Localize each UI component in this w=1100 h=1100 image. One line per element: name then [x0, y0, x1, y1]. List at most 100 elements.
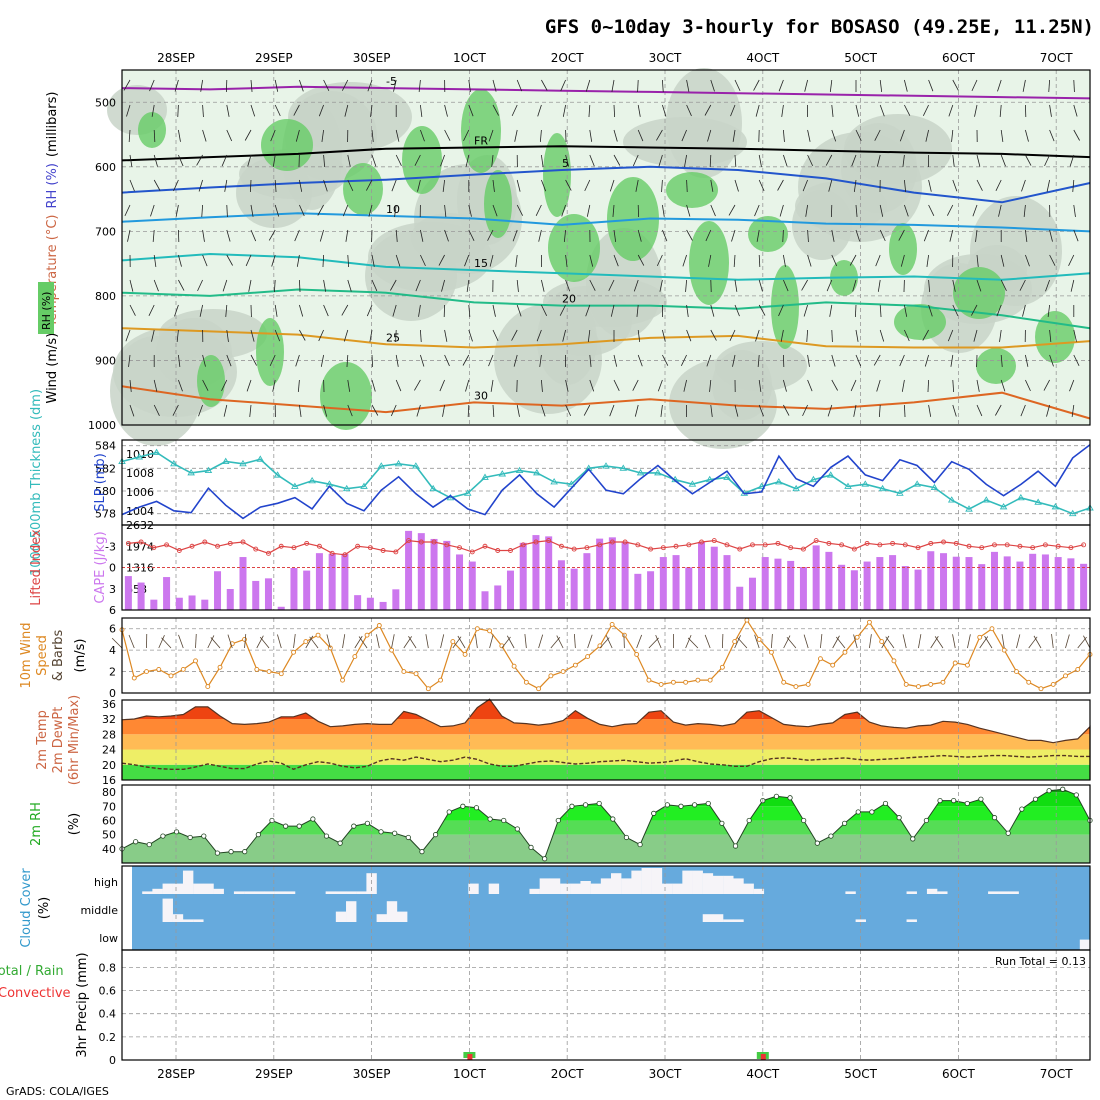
- rh-point: [323, 833, 330, 839]
- wind-speed-point: [1014, 669, 1019, 675]
- thickness-point: [515, 466, 524, 474]
- upper-wind-barb: [129, 279, 134, 292]
- wind-speed-point: [413, 671, 419, 677]
- upper-wind-barb: [807, 354, 810, 367]
- upper-wind-barb: [153, 154, 158, 167]
- rh-point: [637, 841, 643, 848]
- upper-wind-barb: [367, 79, 373, 92]
- rh-point: [869, 809, 875, 815]
- upper-wind-barb: [1022, 79, 1026, 92]
- wind-barb: [984, 635, 993, 649]
- wind-barb: [111, 637, 123, 649]
- upper-wind-barb: [854, 304, 857, 318]
- rh-ylabel: 2m RH: [29, 802, 44, 846]
- wind-barb: [358, 636, 368, 649]
- upper-wind-barb: [904, 304, 908, 317]
- precip-ytick-label: 0.8: [99, 961, 117, 974]
- upper-wind-barb: [559, 304, 566, 316]
- cape-bar: [583, 553, 591, 610]
- cape-bar: [978, 564, 986, 610]
- upper-wind-barb: [976, 254, 979, 267]
- cape-bar: [188, 595, 196, 610]
- upper-wind-barb: [565, 254, 568, 267]
- rh-point: [255, 832, 261, 838]
- rh-point: [1019, 806, 1025, 812]
- upper-wind-barb: [536, 329, 542, 342]
- upper-wind-barb: [976, 154, 981, 167]
- upper-wind-barb: [270, 129, 276, 142]
- upper-wind-barb: [1020, 404, 1026, 417]
- thickness-point: [550, 478, 558, 485]
- cape-bar: [150, 599, 158, 610]
- temp-frame: [121, 699, 1091, 781]
- upper-wind-barb: [294, 229, 300, 242]
- upper-wind-barb: [855, 354, 862, 367]
- lifted-index-point: [431, 539, 437, 545]
- upper-wind-barb: [323, 279, 327, 292]
- upper-wind-barb: [371, 279, 378, 292]
- upper-wind-barb: [732, 354, 736, 367]
- wind-speed-point: [1038, 686, 1044, 692]
- lifted-index-point: [215, 543, 220, 549]
- upper-ytick-label: 600: [95, 161, 116, 174]
- lifted-index-point: [979, 545, 985, 551]
- thickness-point: [844, 482, 852, 489]
- precip-ylabel-convective: Convective: [0, 986, 71, 1001]
- cloud-cover-bar: [396, 911, 408, 922]
- wind-speed-point: [193, 658, 198, 664]
- upper-wind-barb: [999, 104, 1002, 117]
- wind-barb: [326, 634, 331, 649]
- upper-wind-barb: [562, 104, 566, 117]
- cape-bar: [226, 589, 234, 610]
- upper-wind-barb: [927, 379, 929, 393]
- lifted-index-point: [597, 542, 603, 548]
- upper-wind-barb: [152, 229, 155, 242]
- upper-wind-barb: [468, 229, 475, 241]
- precip-frame: [121, 949, 1091, 1061]
- upper-wind-barb: [1047, 304, 1050, 317]
- upper-wind-barb: [589, 154, 595, 167]
- rh-point: [473, 805, 480, 811]
- rh-frame: [121, 784, 1091, 864]
- upper-wind-barb: [783, 404, 790, 416]
- thickness-point: [930, 483, 939, 491]
- upper-wind-barb: [371, 354, 374, 368]
- cloud-cover-bar: [692, 870, 703, 894]
- rh-point: [610, 816, 616, 822]
- cape-bar: [965, 557, 973, 610]
- upper-wind-barb: [488, 129, 494, 142]
- wind-ylabel-units: (m/s): [73, 639, 88, 673]
- upper-wind-barb: [849, 254, 857, 266]
- cloud-cover-bar: [468, 883, 479, 894]
- upper-wind-barb: [347, 254, 350, 267]
- footer-credit: GrADS: COLA/IGES: [6, 1085, 109, 1098]
- lifted-index-point: [558, 543, 564, 549]
- upper-wind-barb: [125, 329, 131, 342]
- cape-bar: [494, 585, 502, 610]
- thickness-point: [152, 448, 161, 455]
- upper-wind-barb: [898, 229, 905, 241]
- upper-wind-barb: [273, 279, 276, 292]
- upper-wind-barb: [390, 404, 397, 417]
- upper-wind-barb: [971, 79, 978, 92]
- upper-wind-barb: [1000, 129, 1004, 142]
- rh-ytick-label: 80: [102, 786, 116, 799]
- upper-wind-barb: [807, 379, 813, 392]
- wind-speed-point: [756, 636, 762, 642]
- upper-ylabel: Wind (m/s)Temperature (°C)RH (%)(milliba…: [45, 92, 60, 404]
- upper-wind-barb: [709, 379, 712, 392]
- upper-ytick-label: 700: [95, 225, 116, 238]
- rh-green-region: [402, 126, 442, 194]
- upper-wind-barb: [565, 404, 572, 417]
- rh-point: [310, 816, 316, 822]
- wind-speed-point: [205, 684, 211, 690]
- upper-wind-barb: [129, 379, 132, 392]
- thickness-point: [394, 459, 403, 467]
- wind-speed-point: [805, 681, 811, 687]
- wind-speed-point: [658, 681, 664, 687]
- isotherm-line: [121, 145, 1091, 162]
- cape-bar: [838, 564, 846, 610]
- cloud-cover-bar: [590, 883, 602, 894]
- upper-wind-barb: [806, 329, 808, 342]
- upper-wind-barb: [317, 204, 324, 216]
